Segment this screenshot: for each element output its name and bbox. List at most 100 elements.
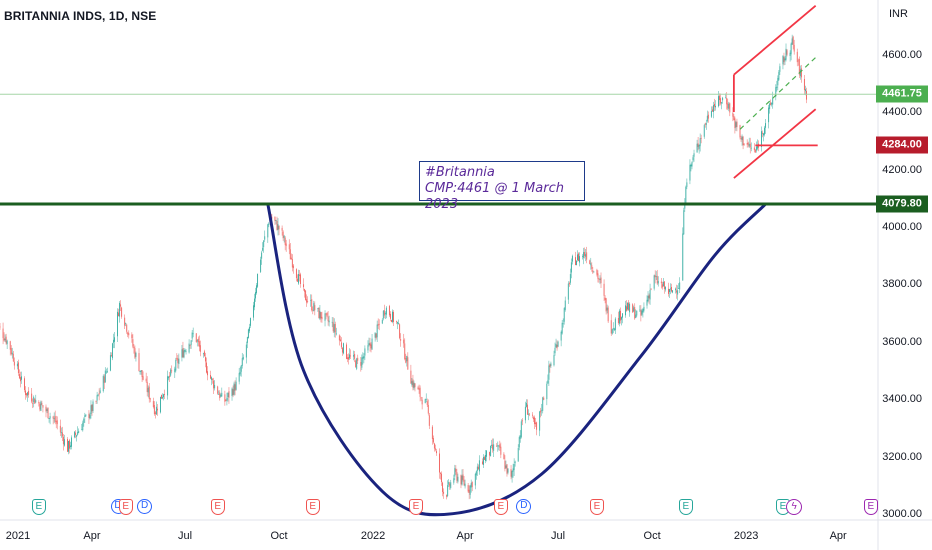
- candle-body: [496, 445, 498, 447]
- candle-body: [664, 286, 666, 290]
- candle-body: [142, 376, 144, 380]
- candle-body: [321, 316, 323, 320]
- candle-body: [128, 333, 130, 336]
- candle-body: [363, 356, 365, 359]
- dividend-event-icon[interactable]: D: [137, 499, 153, 514]
- candle-body: [397, 322, 399, 324]
- candle-body: [614, 318, 616, 331]
- candle-body: [255, 292, 256, 299]
- candle-body: [46, 409, 48, 411]
- candle-body: [540, 410, 542, 413]
- candle-body: [153, 405, 155, 415]
- candle-body: [147, 387, 149, 393]
- candle-body: [668, 288, 669, 294]
- earnings-event-icon[interactable]: E: [210, 499, 225, 515]
- candle-body: [167, 376, 169, 396]
- candle-body: [6, 340, 8, 345]
- candle-body: [121, 307, 123, 317]
- candle-body: [600, 277, 602, 284]
- candle-body: [384, 313, 386, 315]
- candle-body: [785, 48, 787, 60]
- candle-body: [435, 451, 437, 454]
- candle-body: [610, 320, 612, 334]
- candle-body: [368, 343, 370, 345]
- candle-body: [59, 425, 61, 433]
- earnings-event-icon[interactable]: E: [31, 499, 46, 515]
- candle-body: [560, 331, 562, 341]
- earnings-event-icon[interactable]: E: [493, 499, 508, 515]
- candle-body: [583, 252, 585, 258]
- earnings-event-icon[interactable]: E: [409, 499, 423, 515]
- candle-body: [399, 324, 401, 339]
- candle-body: [388, 306, 390, 316]
- x-tick-label: Apr: [456, 530, 474, 542]
- candle-body: [38, 401, 40, 404]
- candle-body: [393, 311, 394, 322]
- candle-body: [457, 476, 459, 482]
- candle-body: [407, 357, 409, 370]
- candle-body: [684, 203, 686, 209]
- earnings-event-icon[interactable]: E: [305, 499, 320, 515]
- candle-body: [782, 55, 784, 65]
- candle-body: [97, 394, 99, 396]
- candle-body: [675, 288, 677, 291]
- candle-body: [338, 335, 340, 341]
- candle-body: [296, 278, 298, 282]
- candle-body: [640, 310, 642, 316]
- candle-body: [298, 274, 299, 284]
- candle-body: [406, 355, 408, 362]
- candle-body: [19, 377, 21, 382]
- candle-body: [11, 352, 13, 355]
- candle-body: [169, 375, 171, 378]
- candle-body: [635, 314, 637, 318]
- candle-body: [378, 323, 380, 325]
- dividend-event-icon[interactable]: D: [516, 499, 532, 514]
- candle-body: [550, 363, 552, 366]
- candle-body: [727, 103, 729, 109]
- candle-body: [245, 344, 247, 358]
- candle-body: [113, 339, 114, 343]
- candle-body: [706, 115, 708, 122]
- candle-body: [790, 43, 792, 55]
- candle-body: [356, 358, 358, 369]
- candle-body: [643, 306, 645, 311]
- earnings-event-icon[interactable]: E: [118, 499, 133, 515]
- candle-body: [803, 79, 805, 91]
- candle-body: [62, 436, 64, 445]
- candle-body: [606, 307, 608, 311]
- candle-body: [183, 350, 185, 358]
- candle-body: [268, 223, 270, 226]
- candle-body: [654, 275, 656, 278]
- candle-body: [497, 445, 499, 447]
- candle-body: [454, 468, 456, 477]
- candle-body: [212, 379, 214, 381]
- earnings-event-icon[interactable]: E: [863, 499, 878, 515]
- y-tick-label: 4400.00: [882, 106, 922, 119]
- earnings-event-icon[interactable]: E: [589, 499, 604, 515]
- candle-body: [471, 482, 473, 488]
- candle-body: [69, 440, 70, 449]
- candle-body: [383, 310, 385, 316]
- candle-body: [285, 243, 287, 246]
- candle-body: [224, 394, 226, 402]
- x-tick-label: 2021: [5, 530, 31, 542]
- candle-body: [693, 153, 695, 157]
- candle-body: [484, 457, 485, 460]
- candle-body: [699, 138, 701, 147]
- annotation-box[interactable]: #Britannia CMP:4461 @ 1 March 2023: [419, 161, 585, 212]
- candle-body: [163, 394, 164, 398]
- candle-body: [2, 328, 4, 339]
- candle-body: [95, 401, 97, 403]
- split-event-icon[interactable]: ϟ: [786, 499, 803, 515]
- candle-body: [202, 353, 204, 355]
- candle-body: [696, 143, 698, 153]
- candle-body: [148, 386, 150, 399]
- candle-body: [103, 376, 105, 383]
- candle-body: [672, 290, 674, 293]
- candle-body: [348, 357, 349, 360]
- candle-body: [176, 357, 178, 360]
- candle-body: [295, 269, 297, 279]
- earnings-event-icon[interactable]: E: [678, 499, 693, 515]
- candle-body: [679, 282, 681, 290]
